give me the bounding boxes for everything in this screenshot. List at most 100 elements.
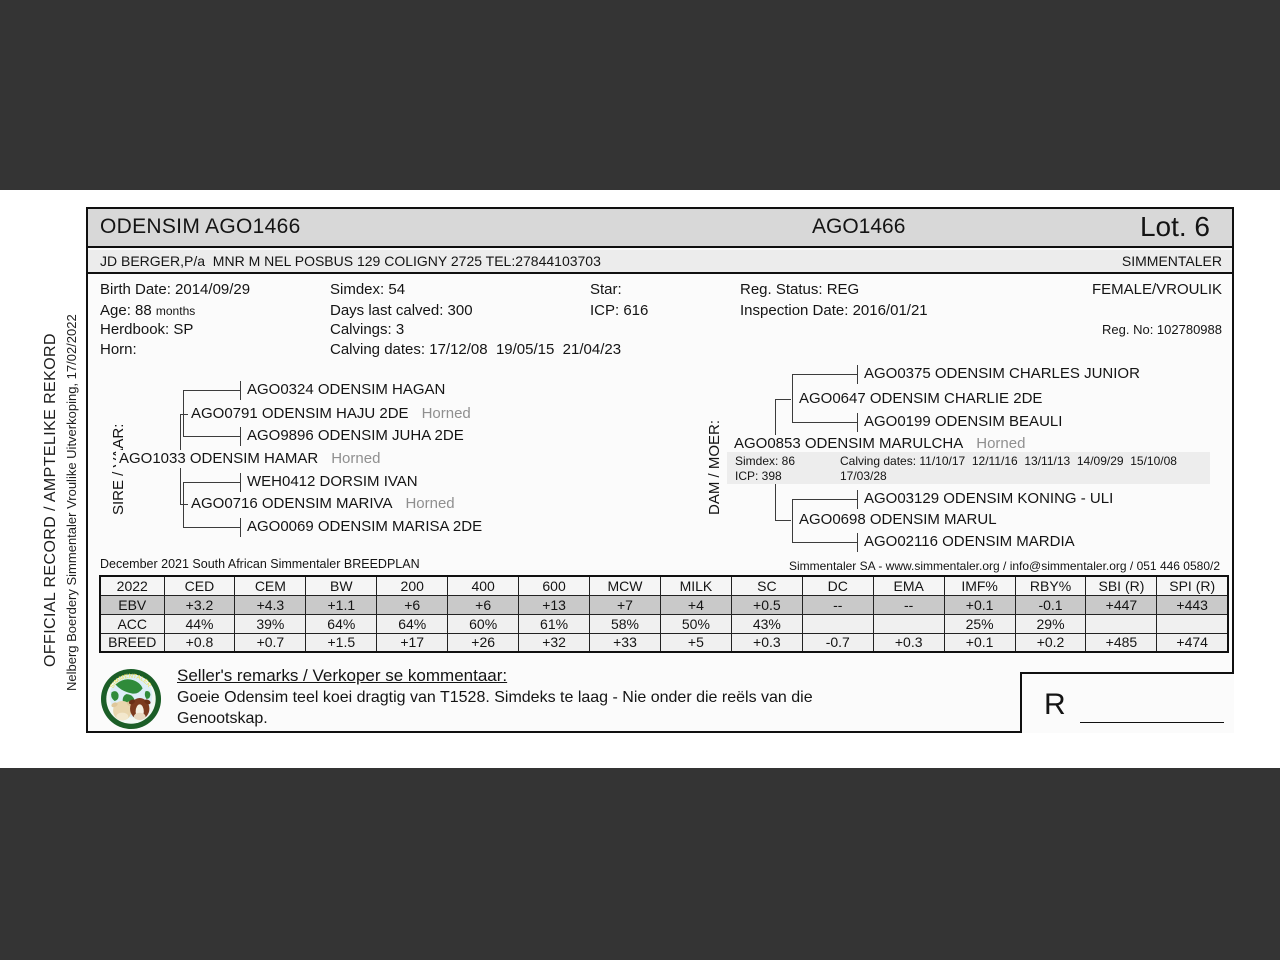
sire-grandsire-2: WEH0412 DORSIM IVAN xyxy=(244,473,421,491)
calving-dates: Calving dates: 17/12/08 19/05/15 21/04/2… xyxy=(330,341,622,358)
dam-axis-label: DAM / MOER: xyxy=(706,419,723,515)
sire-granddam-1: AGO9896 ODENSIM JUHA 2DE xyxy=(244,427,467,445)
breedplan-cell: +6 xyxy=(447,594,520,615)
pedigree-connector-line xyxy=(857,490,858,509)
reg-status: Reg. Status: REG xyxy=(740,281,860,298)
breedplan-cell: +1.1 xyxy=(305,594,378,615)
breedplan-cell: +17 xyxy=(376,632,449,653)
breedplan-cell: +3.2 xyxy=(163,594,236,615)
dam-calving-dates: Calving dates: 11/10/17 12/11/16 13/11/1… xyxy=(840,454,1177,468)
lot-record-document: ODENSIM AGO1466 AGO1466 Lot. 6 JD BERGER… xyxy=(86,207,1234,733)
breedplan-column-header: 400 xyxy=(447,575,520,596)
pedigree-connector-line xyxy=(183,527,240,528)
sex-label: FEMALE/VROULIK xyxy=(1091,281,1222,298)
price-entry-box: R xyxy=(1020,672,1234,733)
sire-name: AGO1033 ODENSIM HAMAR Horned xyxy=(116,450,384,468)
pedigree-connector-line xyxy=(240,518,241,537)
pedigree-connector-line xyxy=(792,374,857,375)
pedigree-connector-line xyxy=(183,436,240,437)
breedplan-column-header: SPI (R) xyxy=(1156,575,1229,596)
seller-remarks-text: Goeie Odensim teel koei dragtig van T152… xyxy=(177,689,813,706)
breedplan-column-header: SBI (R) xyxy=(1085,575,1158,596)
breedplan-year-header: 2022 xyxy=(99,575,165,596)
currency-prefix: R xyxy=(1044,688,1066,721)
breedplan-cell: 58% xyxy=(589,613,661,634)
breedplan-row-label: ACC xyxy=(99,613,165,634)
breedplan-header-row: 2022 CED CEM BW 200 400 600 MCW MILK SC DC EMA IMF% R… xyxy=(99,575,1229,596)
horned-label: Horned xyxy=(421,405,471,422)
sire-sire: AGO0791 ODENSIM HAJU 2DE Horned xyxy=(188,405,474,423)
lot-number: Lot. 6 xyxy=(1139,211,1210,242)
pedigree-connector-line xyxy=(792,374,793,422)
breedplan-cell: -- xyxy=(801,594,874,615)
breedplan-cell: 39% xyxy=(234,613,307,634)
breedplan-column-header: CED xyxy=(163,575,236,596)
dam-grandsire-1: AGO0375 ODENSIM CHARLES JUNIOR xyxy=(861,365,1143,383)
breedplan-column-header: EMA xyxy=(872,575,945,596)
breedplan-cell: 61% xyxy=(518,613,591,634)
breedplan-cell: 64% xyxy=(305,613,378,634)
sire-grandsire-1: AGO0324 ODENSIM HAGAN xyxy=(244,381,449,399)
breedplan-cell: 60% xyxy=(447,613,520,634)
pedigree-connector-line xyxy=(792,499,857,500)
breedplan-row-ebv: EBV +3.2 +4.3 +1.1 +6 +6 +13 +7 +4 +0.5 -- -- +0.1 -0… xyxy=(99,594,1229,615)
breed-name: SIMMENTALER xyxy=(1121,253,1222,269)
breedplan-cell: +443 xyxy=(1156,594,1229,615)
owner-address-bar: JD BERGER,P/a MNR M NEL POSBUS 129 COLIG… xyxy=(88,250,1232,274)
icp: ICP: 616 xyxy=(590,302,649,319)
herdbook: Herdbook: SP xyxy=(100,321,194,338)
age: Age: 88 months xyxy=(100,302,196,319)
horned-label: Horned xyxy=(331,450,381,467)
pedigree-connector-line xyxy=(180,414,192,415)
breedplan-cell: -0.7 xyxy=(801,632,874,653)
breedplan-cell: +0.8 xyxy=(163,632,236,653)
breedplan-column-header: SC xyxy=(730,575,803,596)
breedplan-column-header: BW xyxy=(305,575,378,596)
pedigree-connector-line xyxy=(775,399,791,400)
pedigree-connector-line xyxy=(792,542,857,543)
breedplan-cell: +1.5 xyxy=(305,632,378,653)
breedplan-cell: +0.1 xyxy=(943,632,1016,653)
sire-granddam-2: AGO0069 ODENSIM MARISA 2DE xyxy=(244,518,486,536)
letterbox-top-bar xyxy=(0,0,1280,190)
animal-title: ODENSIM AGO1466 xyxy=(100,215,301,238)
sale-title-margin-text: Nelberg Boerdery Simmentaler Vroulike Ui… xyxy=(64,314,79,691)
breedplan-cell: +0.3 xyxy=(872,632,945,653)
breedplan-row-label: BREED xyxy=(99,632,165,653)
pedigree-connector-line xyxy=(857,413,858,432)
breedplan-column-header: MILK xyxy=(659,575,732,596)
horned-label: Horned xyxy=(405,495,455,512)
breedplan-cell: 50% xyxy=(659,613,732,634)
breedplan-cell xyxy=(1085,613,1158,634)
pedigree-connector-line xyxy=(183,482,240,483)
breedplan-cell: -- xyxy=(872,594,945,615)
seller-remarks-heading: Seller's remarks / Verkoper se kommentaa… xyxy=(177,666,508,685)
society-contact-caption: Simmentaler SA - www.simmentaler.org / i… xyxy=(788,559,1220,573)
breedplan-cell: +13 xyxy=(518,594,591,615)
star: Star: xyxy=(590,281,622,298)
breedplan-column-header: IMF% xyxy=(943,575,1016,596)
breedplan-cell: +0.7 xyxy=(234,632,307,653)
dam-calving-dates-cont: 17/03/28 xyxy=(840,469,887,483)
seller-remarks-text-cont: Genootskap. xyxy=(177,710,268,727)
dam-granddam-2: AGO02116 ODENSIM MARDIA xyxy=(861,533,1078,551)
inspection-date: Inspection Date: 2016/01/21 xyxy=(740,302,928,319)
breedplan-table: 2022 CED CEM BW 200 400 600 MCW MILK SC DC EMA IMF% R… xyxy=(99,575,1229,653)
breedplan-cell: 64% xyxy=(376,613,449,634)
breedplan-cell: +32 xyxy=(518,632,591,653)
breedplan-column-header: RBY% xyxy=(1014,575,1087,596)
age-unit: months xyxy=(155,304,196,318)
pedigree-connector-line xyxy=(240,427,241,446)
breedplan-cell: +0.3 xyxy=(730,632,803,653)
sire-dam: AGO0716 ODENSIM MARIVA Horned xyxy=(188,495,458,513)
simmentaler-globe-cattle-logo-icon: SIMMENTALER xyxy=(100,668,162,730)
breedplan-cell: +0.5 xyxy=(730,594,803,615)
breedplan-cell: +0.2 xyxy=(1014,632,1087,653)
pedigree-connector-line xyxy=(792,422,857,423)
breedplan-caption: December 2021 South African Simmentaler … xyxy=(100,557,420,571)
breedplan-cell xyxy=(872,613,945,634)
breedplan-cell: 29% xyxy=(1014,613,1087,634)
pedigree-connector-line xyxy=(240,381,241,400)
breedplan-cell: +0.1 xyxy=(943,594,1016,615)
pedigree-connector-line xyxy=(857,533,858,552)
